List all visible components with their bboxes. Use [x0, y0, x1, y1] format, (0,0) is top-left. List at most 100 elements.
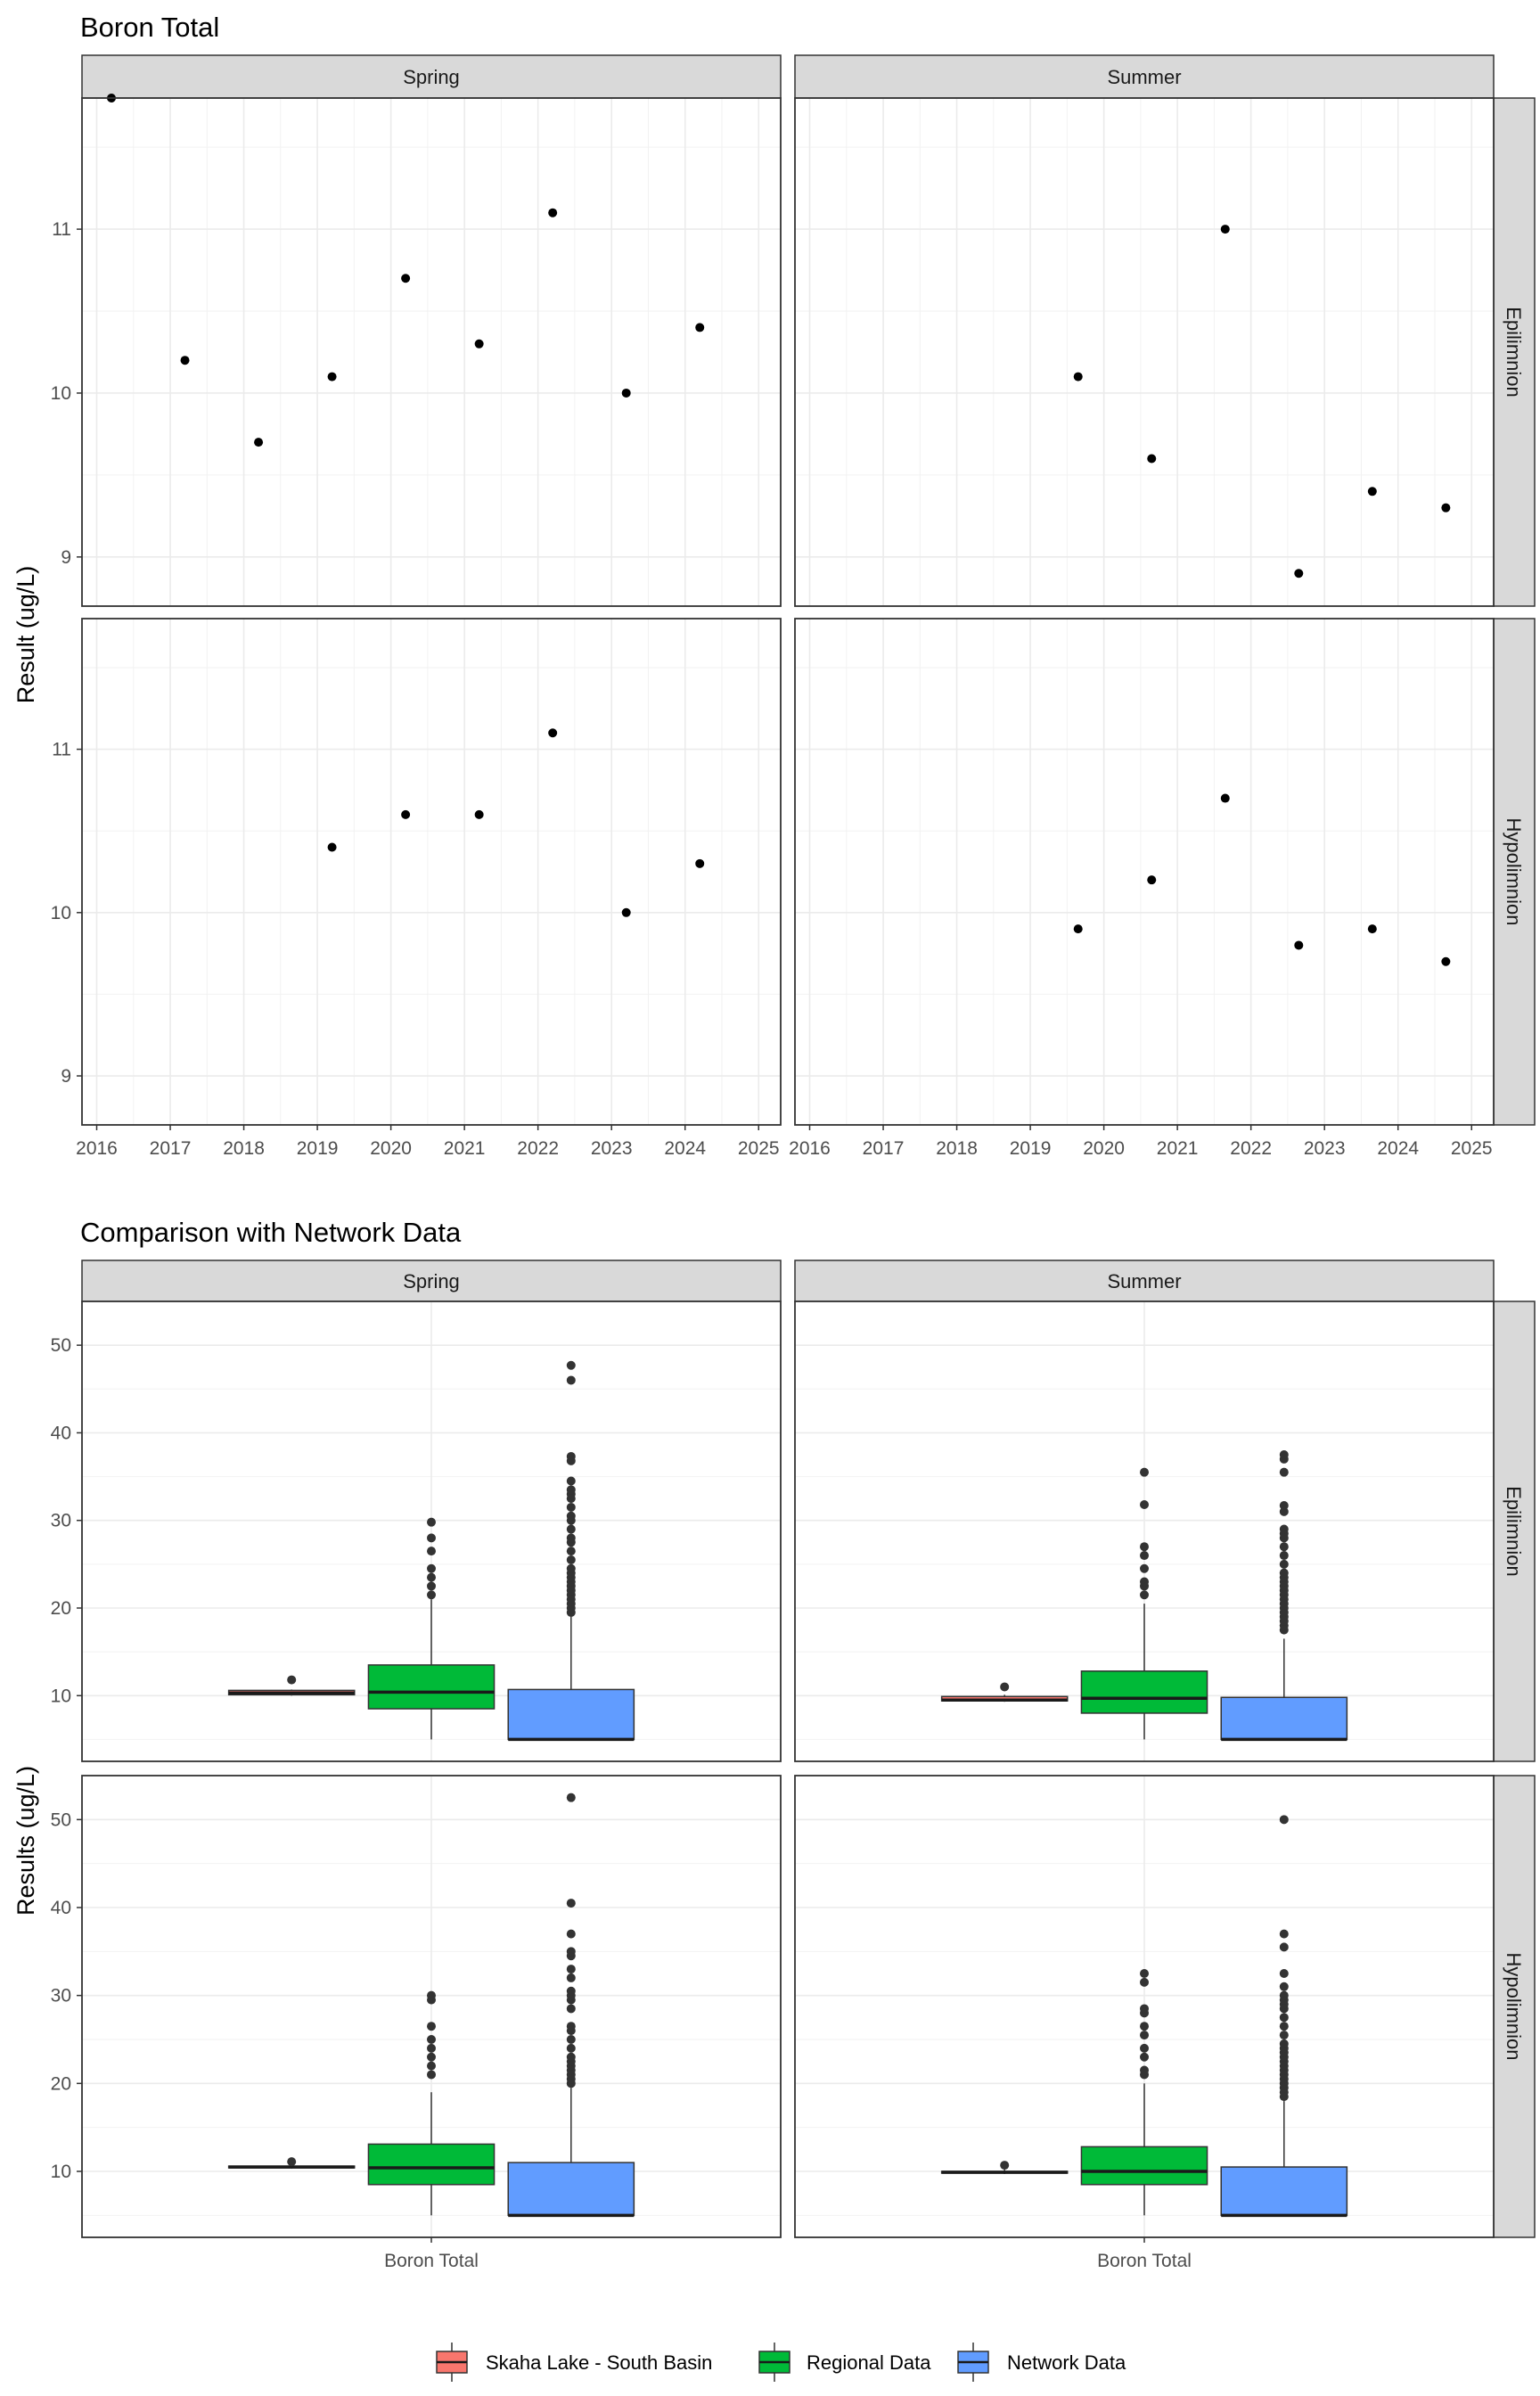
- y-tick-label: 10: [51, 383, 71, 404]
- data-point: [548, 208, 558, 217]
- scatter-chart-title: Boron Total: [80, 12, 219, 43]
- outlier-point: [566, 1485, 576, 1495]
- box-body: [1220, 2166, 1348, 2217]
- box-network-data: [507, 1793, 635, 2218]
- data-point: [1441, 956, 1451, 966]
- facet-strip-label-boxplot-epilimnion: Epilimnion: [1503, 1486, 1525, 1577]
- outlier-point: [427, 2035, 436, 2044]
- outlier-point: [1140, 1542, 1149, 1552]
- outlier-point: [1140, 2031, 1149, 2040]
- outlier-point: [566, 1899, 576, 1908]
- scatter-y-axis-title: Result (ug/L): [12, 566, 39, 704]
- outlier-point: [427, 2061, 436, 2071]
- legend-item-skaha-lake-south-basin: Skaha Lake - South Basin: [436, 2343, 712, 2382]
- outlier-point: [566, 1511, 576, 1521]
- outlier-point: [427, 1563, 436, 1573]
- outlier-point: [1140, 2052, 1149, 2062]
- scatter-panel-summer-hypolimnion: [794, 618, 1495, 1126]
- x-tick-label: 2022: [1230, 1138, 1272, 1159]
- outlier-point: [427, 1590, 436, 1600]
- panel-border: [81, 97, 782, 607]
- x-tick-label: 2019: [297, 1138, 339, 1159]
- plot-area: Spring Summer Epilimnion Hypolimnion 9 10 11 9 1…: [51, 54, 1536, 2271]
- data-point: [1294, 569, 1304, 578]
- outlier-point: [566, 1375, 576, 1385]
- facet-strip-label-scatter-hypolimnion: Hypolimnion: [1503, 817, 1525, 925]
- outlier-point: [1279, 1542, 1289, 1552]
- outlier-point: [1140, 1467, 1149, 1477]
- data-point: [1294, 940, 1304, 950]
- outlier-point: [427, 2022, 436, 2031]
- outlier-point: [1279, 1942, 1289, 1952]
- box-skaha-lake-south-basin: [940, 1682, 1069, 1703]
- data-point: [1367, 487, 1377, 496]
- scatter-panel-spring-hypolimnion: [81, 618, 782, 1126]
- box-body: [1080, 1670, 1208, 1714]
- x-tick-label: 2017: [150, 1138, 192, 1159]
- facet-strip-label-scatter-summer: Summer: [1107, 66, 1181, 88]
- outlier-point: [566, 1547, 576, 1556]
- x-tick-label: 2025: [738, 1138, 780, 1159]
- box-body: [507, 2162, 635, 2217]
- outlier-point: [1140, 1500, 1149, 1510]
- y-tick-label: 11: [52, 219, 71, 240]
- outlier-point: [566, 1451, 576, 1461]
- boxplot-panel-summer-epilimnion: [794, 1301, 1495, 1762]
- outlier-point: [1140, 2065, 1149, 2075]
- box-network-data: [1220, 1815, 1348, 2218]
- outlier-point: [1140, 1551, 1149, 1561]
- y-tick-label: 20: [51, 2073, 71, 2094]
- facet-strip-scatter-hypolimnion: [1493, 618, 1536, 1126]
- y-tick-label: 20: [51, 1598, 71, 1619]
- legend-item-network-data: Network Data: [957, 2343, 1126, 2382]
- x-tick-label: 2016: [789, 1138, 831, 1159]
- outlier-point: [1279, 1551, 1289, 1561]
- outlier-point: [427, 1533, 436, 1543]
- outlier-point: [427, 1572, 436, 1582]
- legend-item-regional-data: Regional Data: [758, 2343, 931, 2382]
- outlier-point: [1279, 1506, 1289, 1516]
- outlier-point: [427, 2052, 436, 2062]
- panel-border: [81, 1301, 782, 1762]
- x-tick-label: 2017: [863, 1138, 905, 1159]
- box-network-data: [1220, 1450, 1348, 1742]
- outlier-point: [1140, 2022, 1149, 2031]
- outlier-point: [566, 1555, 576, 1564]
- box-regional-data: [367, 1990, 496, 2216]
- facet-strip-label-boxplot-summer: Summer: [1107, 1270, 1181, 1292]
- outlier-point: [566, 1973, 576, 1982]
- y-tick-label: 10: [51, 2162, 71, 2182]
- x-tick-label: Boron Total: [384, 2251, 479, 2271]
- data-point: [401, 809, 411, 819]
- data-point: [621, 388, 631, 398]
- x-tick-label: Boron Total: [1097, 2251, 1192, 2271]
- data-point: [1147, 875, 1157, 885]
- data-point: [1147, 454, 1157, 464]
- facet-strip-boxplot-spring: [81, 1260, 782, 1302]
- y-tick-label: 30: [51, 1511, 71, 1531]
- y-tick-label: 10: [51, 903, 71, 923]
- data-point: [621, 907, 631, 917]
- panel-border: [794, 1301, 1495, 1762]
- data-point: [695, 858, 705, 868]
- outlier-point: [427, 2043, 436, 2053]
- y-tick-label: 10: [51, 1686, 71, 1706]
- data-point: [548, 728, 558, 738]
- outlier-point: [566, 1986, 576, 1996]
- x-tick-label: 2022: [517, 1138, 559, 1159]
- data-point: [1441, 503, 1451, 513]
- x-tick-label: 2024: [664, 1138, 706, 1159]
- facet-strip-scatter-summer: [794, 54, 1495, 99]
- outlier-point: [1279, 1568, 1289, 1578]
- box-skaha-lake-south-basin: [940, 2161, 1069, 2174]
- facet-strip-label-boxplot-hypolimnion: Hypolimnion: [1503, 1952, 1525, 2060]
- x-tick-label: 2024: [1377, 1138, 1419, 1159]
- outlier-point: [566, 1929, 576, 1939]
- data-point: [327, 372, 337, 382]
- y-tick-label: 40: [51, 1423, 71, 1443]
- outlier-point: [566, 1793, 576, 1802]
- x-tick-label: 2018: [223, 1138, 265, 1159]
- data-point: [254, 438, 264, 447]
- facet-strip-boxplot-epilimnion: [1493, 1301, 1536, 1762]
- outlier-point: [427, 2070, 436, 2080]
